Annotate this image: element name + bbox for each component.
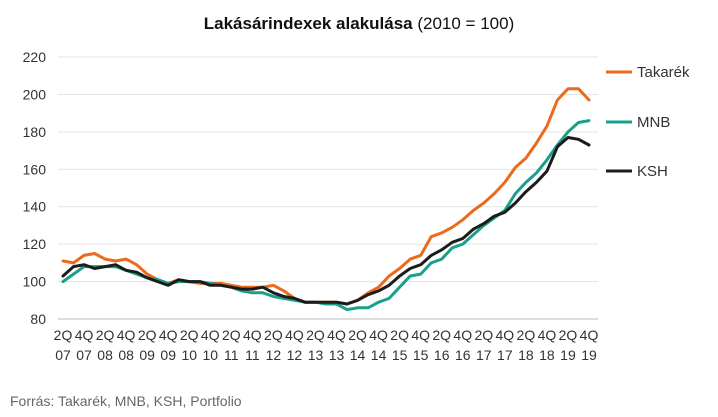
x-tick-label: 19 xyxy=(581,347,597,363)
x-tick-label: 2Q xyxy=(180,327,199,343)
source-note: Forrás: Takarék, MNB, KSH, Portfolio xyxy=(10,393,242,409)
x-tick-label: 11 xyxy=(245,347,260,363)
series-line xyxy=(61,87,591,306)
x-tick-label: 2Q xyxy=(517,327,536,343)
x-tick-label: 4Q xyxy=(327,327,346,343)
x-tick-label: 07 xyxy=(55,347,71,363)
x-tick-label: 2Q xyxy=(96,327,115,343)
x-tick-label: 15 xyxy=(392,347,408,363)
legend-label: MNB xyxy=(637,114,670,131)
x-tick-label: 16 xyxy=(434,347,450,363)
x-tick-label: 4Q xyxy=(538,327,557,343)
x-tick-label: 09 xyxy=(160,347,176,363)
x-tick-label: 12 xyxy=(266,347,282,363)
y-tick-label: 180 xyxy=(23,124,47,140)
x-tick-label: 4Q xyxy=(495,327,514,343)
x-tick-label: 4Q xyxy=(580,327,599,343)
x-tick-label: 2Q xyxy=(306,327,325,343)
x-tick-label: 4Q xyxy=(75,327,94,343)
x-tick-label: 10 xyxy=(181,347,197,363)
x-tick-label: 4Q xyxy=(411,327,430,343)
x-tick-label: 2Q xyxy=(390,327,409,343)
legend-label: KSH xyxy=(637,163,668,180)
x-tick-label: 4Q xyxy=(201,327,220,343)
y-tick-label: 140 xyxy=(23,199,47,215)
x-tick-label: 2Q xyxy=(264,327,283,343)
x-tick-label: 19 xyxy=(560,347,576,363)
x-tick-label: 10 xyxy=(202,347,218,363)
x-tick-label: 2Q xyxy=(474,327,493,343)
x-tick-label: 16 xyxy=(455,347,471,363)
x-tick-label: 12 xyxy=(287,347,303,363)
x-tick-label: 09 xyxy=(139,347,155,363)
x-tick-label: 2Q xyxy=(222,327,241,343)
chart-subtitle: (2010 = 100) xyxy=(417,14,515,33)
x-tick-label: 11 xyxy=(224,347,239,363)
x-tick-label: 2Q xyxy=(138,327,157,343)
x-tick-label: 15 xyxy=(413,347,429,363)
x-tick-label: 2Q xyxy=(348,327,367,343)
x-tick-label: 2Q xyxy=(54,327,73,343)
x-tick-label: 4Q xyxy=(369,327,388,343)
x-tick-label: 2Q xyxy=(432,327,451,343)
x-tick-label: 4Q xyxy=(453,327,472,343)
y-tick-label: 80 xyxy=(30,311,46,327)
x-tick-label: 08 xyxy=(97,347,113,363)
x-tick-label: 4Q xyxy=(285,327,304,343)
chart-title: Lakásárindexek alakulása xyxy=(203,14,413,33)
x-tick-label: 13 xyxy=(329,347,345,363)
x-tick-label: 07 xyxy=(76,347,92,363)
x-tick-label: 14 xyxy=(350,347,366,363)
y-tick-label: 160 xyxy=(23,161,47,177)
x-tick-label: 14 xyxy=(371,347,387,363)
y-tick-label: 220 xyxy=(23,49,47,65)
legend-label: Takarék xyxy=(637,64,690,81)
x-tick-label: 2Q xyxy=(559,327,578,343)
x-tick-label: 08 xyxy=(118,347,134,363)
x-tick-label: 18 xyxy=(539,347,555,363)
x-tick-label: 17 xyxy=(497,347,513,363)
x-tick-label: 17 xyxy=(476,347,492,363)
series-line xyxy=(61,136,591,306)
chart-title-block: Lakásárindexek alakulása (2010 = 100) xyxy=(0,14,718,34)
x-tick-label: 4Q xyxy=(243,327,262,343)
x-tick-label: 4Q xyxy=(159,327,178,343)
y-tick-label: 120 xyxy=(23,236,47,252)
x-tick-label: 18 xyxy=(518,347,534,363)
y-tick-label: 100 xyxy=(23,274,47,290)
x-tick-label: 4Q xyxy=(117,327,136,343)
x-tick-label: 13 xyxy=(308,347,324,363)
y-tick-label: 200 xyxy=(23,86,47,102)
